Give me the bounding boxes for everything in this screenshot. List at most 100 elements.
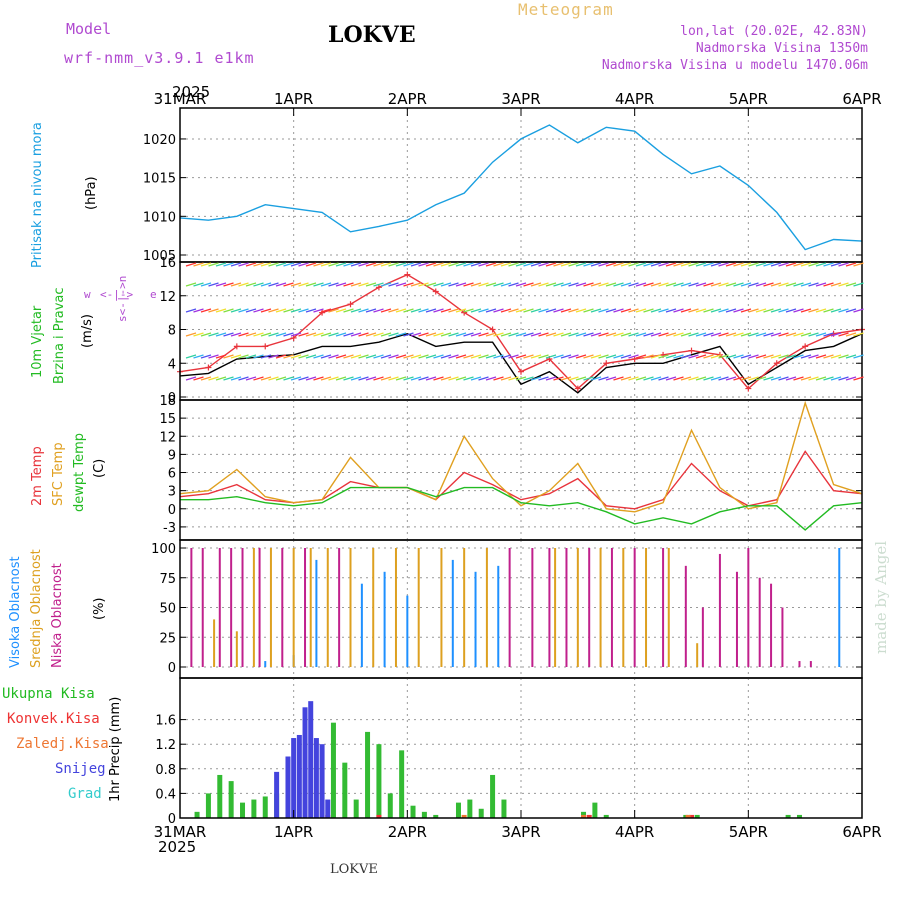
panel-4: 0 0.4 0.8 1.2 1.6 (155, 677, 863, 827)
bar-3-2-21 (747, 548, 750, 667)
wind-arrow (215, 282, 227, 287)
wind-arrow (680, 376, 692, 381)
bar-4-0-27 (694, 814, 700, 818)
bar-3-2-3 (230, 548, 233, 667)
wind-arrow (695, 332, 707, 337)
wind-arrow (785, 332, 797, 337)
bar-4-0-0 (194, 811, 200, 818)
bar-3-1-12 (463, 548, 466, 667)
wind-arrow (493, 376, 504, 381)
wind-arrow (598, 282, 609, 287)
wind-arrow (703, 262, 714, 267)
wind-arrow (440, 282, 452, 287)
wind-arrow (335, 282, 347, 287)
wind-arrow (808, 308, 819, 313)
wind-arrow (725, 282, 737, 287)
wind-arrow (463, 354, 474, 359)
meteogram-title: Meteogram (518, 0, 614, 19)
bar-3-0-5 (406, 595, 409, 667)
wind-arrow (838, 332, 849, 337)
wind-arrow (493, 282, 504, 287)
wind-arrow (478, 282, 489, 287)
wind-arrow (755, 376, 767, 381)
wind-arrow (238, 332, 249, 337)
xtick-label-bottom: 6APR (842, 823, 881, 841)
bar-4-0-8 (330, 722, 336, 818)
bar-4-3-1 (285, 756, 291, 818)
bar-3-1-11 (440, 548, 443, 667)
wind-arrow (830, 262, 842, 267)
wind-arrow (478, 308, 489, 313)
wind-arrow (238, 308, 249, 313)
wind-arrow (733, 262, 744, 267)
wind-arrow (673, 308, 684, 313)
bar-3-0-8 (497, 565, 500, 667)
wind-arrow (770, 376, 782, 381)
wind-arrow (778, 262, 789, 267)
wind-arrow (703, 332, 714, 337)
bar-4-1-1 (376, 814, 382, 818)
wind-arrow (770, 332, 782, 337)
ytick-label: 9 (168, 448, 176, 463)
wind-arrow (410, 282, 422, 287)
bar-4-3-6 (313, 738, 319, 818)
wind-arrow (328, 308, 339, 313)
wind-arrow (800, 376, 812, 381)
wind-arrow (230, 308, 242, 313)
wind-arrow (808, 262, 819, 267)
wind-arrow (328, 332, 339, 337)
wind-arrow (568, 282, 579, 287)
wind-arrow (320, 332, 332, 337)
wind-arrow (305, 376, 317, 381)
wind-arrow (343, 262, 354, 267)
wind-arrow (208, 308, 219, 313)
lonlat-text: lon,lat (20.02E, 42.83N) (680, 24, 868, 39)
bar-3-1-17 (622, 548, 625, 667)
wind-arrow (403, 262, 414, 267)
ytick-label: 0 (168, 661, 176, 676)
wind-arrow (283, 308, 294, 313)
panel-1: 0 4 8 12 16 (159, 256, 865, 406)
wind-arrow (193, 354, 204, 359)
wind-arrow (440, 332, 452, 337)
wind-arrow (245, 376, 257, 381)
bar-3-2-15 (633, 548, 636, 667)
bar-4-3-0 (274, 771, 280, 818)
wind-arrow (260, 332, 272, 337)
bar-3-1-8 (372, 548, 375, 667)
xtick-label-top: 3APR (501, 90, 540, 108)
wind-arrow (560, 354, 572, 359)
wind-arrow (403, 308, 414, 313)
bar-4-3-3 (296, 734, 302, 818)
wind-arrow (515, 332, 527, 337)
wind-gust-marker (319, 309, 326, 316)
bar-4-0-25 (603, 814, 609, 818)
compass-e: e (150, 288, 157, 301)
wind-arrow (478, 354, 489, 359)
wind-arrow (448, 354, 459, 359)
wind-arrow (298, 376, 309, 381)
wind-arrow (755, 262, 767, 267)
wind-arrow (290, 376, 302, 381)
bar-3-0-6 (451, 559, 454, 667)
wind-arrow (575, 332, 587, 337)
wind-arrow (515, 354, 527, 359)
wind-arrow (643, 282, 654, 287)
wind-arrow (358, 376, 369, 381)
wind-arrow (358, 332, 369, 337)
wind-arrow (298, 354, 309, 359)
wind-arrow (395, 332, 407, 337)
wind-arrow (185, 282, 197, 287)
wind-arrow (635, 262, 647, 267)
wind-arrow (523, 332, 534, 337)
wind-arrow (253, 332, 264, 337)
wind-arrow (388, 308, 399, 313)
wind-arrow (830, 376, 842, 381)
wind-arrow (485, 262, 497, 267)
wind-arrow (208, 332, 219, 337)
wind-arrow (815, 354, 827, 359)
wind-arrow (335, 354, 347, 359)
wind-arrow (733, 354, 744, 359)
wind-arrow (418, 308, 429, 313)
